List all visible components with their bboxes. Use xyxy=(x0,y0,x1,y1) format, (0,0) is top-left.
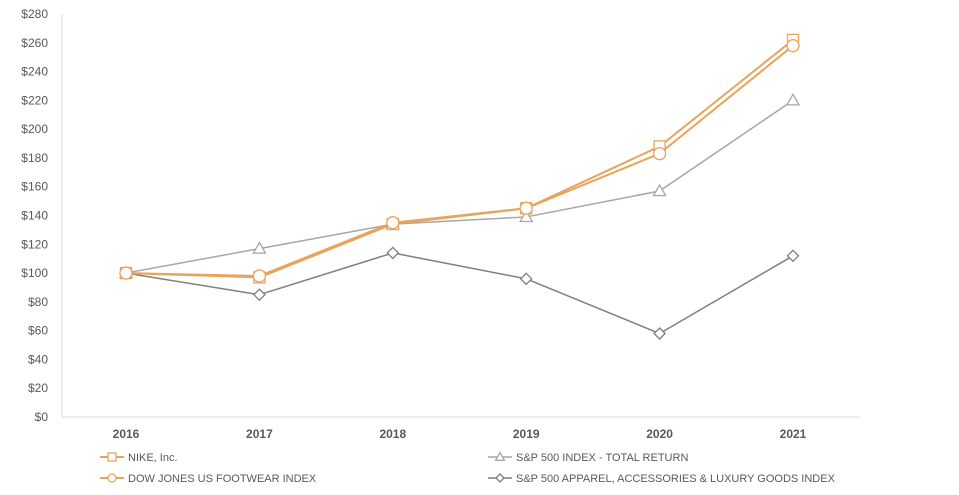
circle-marker xyxy=(252,269,267,283)
axes-layer: $0 $20 $40 $60 $80 $100 $120 $140 $160 $180 $200 $2… xyxy=(21,7,860,441)
x-tick-label: 2018 xyxy=(379,427,406,441)
y-tick-label: $200 xyxy=(21,122,48,136)
diamond-marker xyxy=(252,288,266,302)
circle-marker xyxy=(786,39,800,53)
y-tick-label: $100 xyxy=(21,266,48,280)
triangle-marker xyxy=(252,241,267,254)
x-tick-label: 2016 xyxy=(113,427,140,441)
y-tick-label: $240 xyxy=(21,65,48,79)
legend-square-marker xyxy=(107,452,117,462)
x-tick-label: 2021 xyxy=(780,427,807,441)
circle-marker xyxy=(119,266,133,280)
x-tick-label: 2019 xyxy=(513,427,540,441)
series-line xyxy=(125,39,794,279)
triangle-marker xyxy=(785,92,801,106)
y-tick-label: $160 xyxy=(21,180,48,194)
legend: NIKE, Inc. S&P 500 INDEX - TOTAL RETURN DO… xyxy=(100,451,836,485)
circle-marker xyxy=(652,146,667,161)
legend-triangle-marker xyxy=(494,451,506,461)
y-tick-label: $20 xyxy=(28,381,48,395)
series-2 xyxy=(119,39,800,283)
legend-item: DOW JONES US FOOTWEAR INDEX xyxy=(100,473,317,485)
legend-item: S&P 500 INDEX - TOTAL RETURN xyxy=(488,451,688,464)
x-tick-label: 2020 xyxy=(646,427,673,441)
circle-marker xyxy=(519,201,533,215)
y-tick-label: $280 xyxy=(21,7,48,21)
legend-label: DOW JONES US FOOTWEAR INDEX xyxy=(128,473,317,485)
series-1 xyxy=(118,92,801,279)
x-tick-label: 2017 xyxy=(246,427,273,441)
legend-item: S&P 500 APPAREL, ACCESSORIES & LUXURY GO… xyxy=(488,473,836,485)
legend-label: NIKE, Inc. xyxy=(128,452,178,464)
diamond-marker xyxy=(386,246,400,260)
y-tick-label: $120 xyxy=(21,237,48,251)
circle-marker xyxy=(386,216,400,230)
legend-diamond-marker xyxy=(495,473,505,483)
y-tick-label: $0 xyxy=(35,410,49,424)
series-line xyxy=(125,99,794,274)
legend-label: S&P 500 APPAREL, ACCESSORIES & LUXURY GO… xyxy=(516,473,836,485)
diamond-marker xyxy=(519,272,533,286)
legend-label: S&P 500 INDEX - TOTAL RETURN xyxy=(516,452,688,464)
y-tick-label: $260 xyxy=(21,36,48,50)
series-line xyxy=(125,252,794,335)
series-line xyxy=(125,44,794,277)
y-tick-label: $60 xyxy=(28,324,48,338)
diamond-marker xyxy=(653,327,667,340)
y-tick-label: $40 xyxy=(28,352,48,366)
triangle-marker xyxy=(519,209,534,223)
y-tick-label: $180 xyxy=(21,151,48,165)
series-3 xyxy=(119,246,800,340)
triangle-marker xyxy=(652,183,667,197)
series-0 xyxy=(119,33,800,284)
legend-circle-marker xyxy=(107,473,117,483)
y-tick-label: $140 xyxy=(21,209,48,223)
diamond-marker xyxy=(786,249,800,263)
series-layer xyxy=(118,33,801,340)
y-tick-label: $80 xyxy=(28,295,48,309)
legend-item: NIKE, Inc. xyxy=(100,452,178,464)
y-tick-label: $220 xyxy=(21,93,48,107)
